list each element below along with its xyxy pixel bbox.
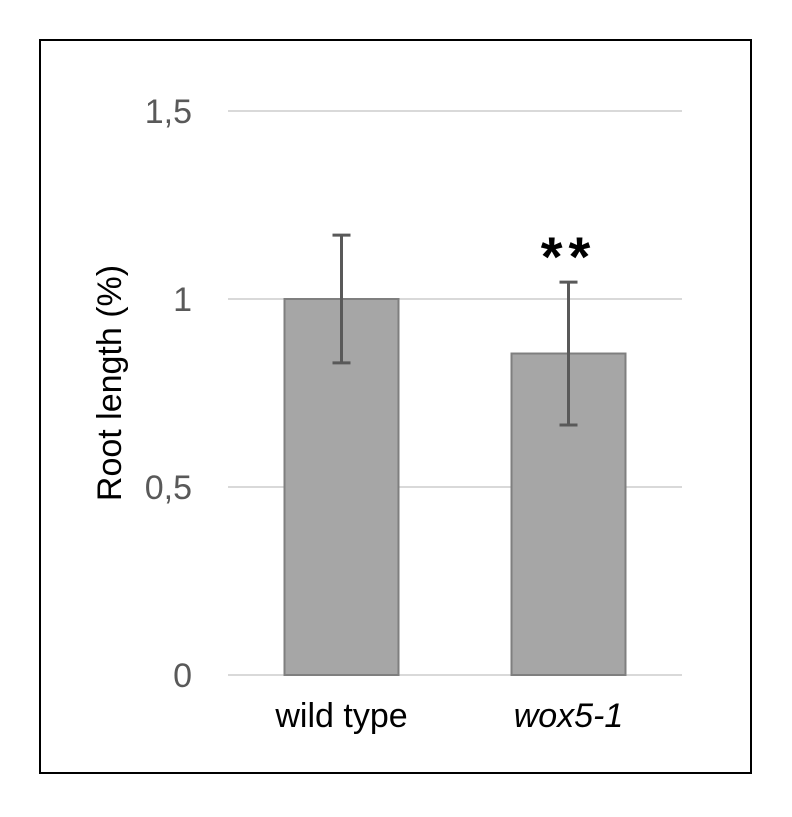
error-bars xyxy=(332,233,578,427)
x-tick-label: wild type xyxy=(274,697,407,735)
y-tick-label: 0 xyxy=(173,657,192,695)
y-tick-label: 1,5 xyxy=(145,93,192,131)
y-tick-label: 1 xyxy=(173,281,192,319)
y-tick-labels: 0 0,5 1 1,5 xyxy=(145,93,192,695)
y-tick-label: 0,5 xyxy=(145,469,192,507)
significance-label: ** xyxy=(541,225,597,288)
x-tick-labels: wild type wox5-1 xyxy=(274,697,623,735)
y-axis-label: Root length (%) xyxy=(91,265,129,501)
x-tick-label: wox5-1 xyxy=(514,697,624,735)
error-bar xyxy=(332,233,351,365)
significance-markers: ** xyxy=(541,225,597,288)
error-bar xyxy=(559,280,578,427)
